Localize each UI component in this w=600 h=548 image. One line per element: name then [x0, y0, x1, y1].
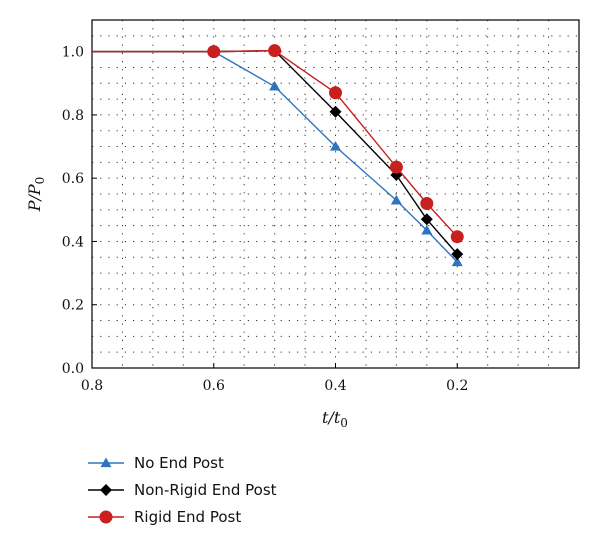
data-point-series-2: [207, 45, 221, 59]
y-tick-label: 0.8: [62, 108, 84, 124]
data-point-series-2: [268, 44, 282, 58]
y-tick-label: 0.0: [62, 361, 84, 377]
y-tick-label: 0.4: [62, 234, 84, 250]
legend-label: Rigid End Post: [134, 508, 241, 526]
grid: [92, 20, 579, 368]
y-tick-label: 0.6: [62, 171, 84, 187]
data-point-series-0: [269, 80, 281, 91]
data-point-series-1: [329, 105, 342, 118]
legend-marker: [100, 457, 112, 468]
legend: No End Post Non-Rigid End Post Rigid End P…: [88, 454, 277, 526]
y-axis-label: P/P0: [25, 177, 47, 213]
legend-marker: [99, 510, 113, 524]
axis-ticks: 0.8 0.6 0.4 0.2 0.0 0.2 0.4 0.6 0.8 1.0: [62, 45, 469, 394]
data-point-series-1: [420, 213, 433, 226]
data-point-series-2: [389, 160, 403, 174]
data-point-series-2: [329, 86, 342, 100]
data-point-series-2: [450, 230, 464, 244]
x-tick-label: 0.6: [203, 378, 225, 394]
series-group: [92, 44, 464, 267]
y-tick-label: 0.2: [62, 298, 84, 314]
data-point-series-1: [451, 248, 464, 261]
legend-label: No End Post: [134, 454, 224, 472]
data-point-series-0: [421, 224, 433, 235]
data-point-series-2: [420, 196, 434, 210]
legend-label: Non-Rigid End Post: [134, 481, 277, 499]
x-tick-label: 0.4: [324, 378, 346, 394]
legend-marker: [100, 484, 112, 496]
data-point-series-0: [330, 141, 341, 151]
data-point-series-0: [390, 194, 402, 205]
y-tick-label: 1.0: [62, 45, 84, 61]
x-tick-label: 0.2: [446, 378, 468, 394]
x-tick-label: 0.8: [81, 378, 103, 394]
x-axis-label: t/t0: [322, 408, 348, 430]
data-point-series-0: [451, 256, 463, 267]
